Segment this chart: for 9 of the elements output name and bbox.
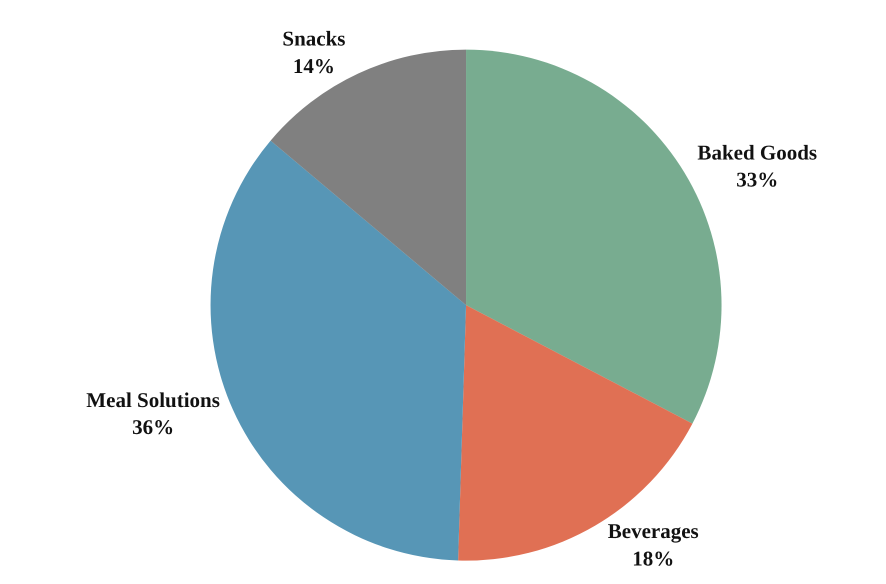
slice-label: Meal Solutions (86, 388, 220, 412)
data-label: 33% (736, 168, 778, 192)
data-label: 18% (632, 546, 674, 571)
pie-slice (270, 50, 466, 306)
slice-label: Snacks (282, 26, 346, 51)
data-label: 36% (132, 415, 174, 440)
slice-label: Baked Goods (697, 140, 818, 164)
slice-label: Beverages (608, 519, 699, 544)
data-label: 14% (292, 54, 335, 78)
